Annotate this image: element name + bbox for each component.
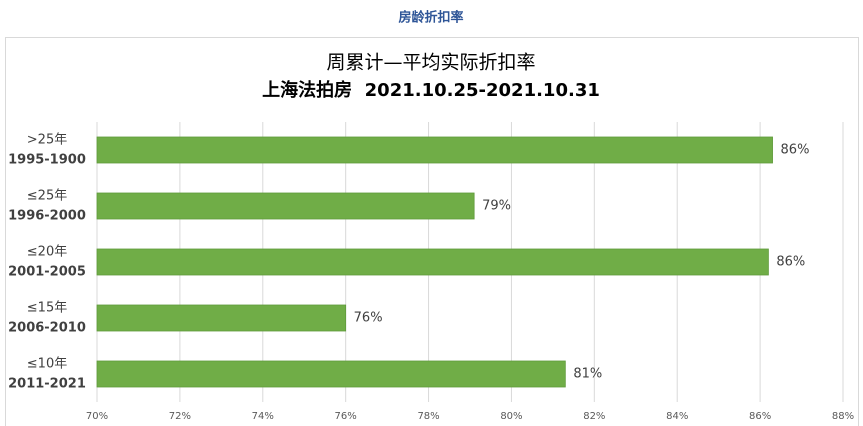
y-tick-label: >25年: [27, 133, 67, 148]
x-tick-label: 74%: [252, 411, 274, 422]
x-tick-label: 82%: [583, 411, 605, 422]
x-tick-label: 78%: [417, 411, 439, 422]
y-tick-label: 1995-1900: [8, 153, 86, 168]
bar: [96, 136, 773, 164]
y-tick-label: 2011-2021: [8, 377, 86, 392]
y-tick-label: ≤10年: [27, 357, 67, 372]
value-label: 81%: [573, 367, 602, 382]
y-tick-label: ≤25年: [27, 189, 67, 204]
chart-subtitle: 上海法拍房 2021.10.25-2021.10.31: [262, 79, 600, 101]
x-tick-label: 80%: [500, 411, 522, 422]
value-label: 86%: [776, 255, 805, 270]
bar: [96, 360, 566, 388]
y-tick-label: ≤20年: [27, 245, 67, 260]
value-label: 79%: [482, 199, 511, 214]
y-tick-label: ≤15年: [27, 301, 67, 316]
bar: [96, 304, 347, 332]
bar: [96, 192, 475, 220]
y-tick-label: 2001-2005: [8, 265, 86, 280]
bar: [96, 248, 769, 276]
x-tick-label: 70%: [86, 411, 108, 422]
x-tick-label: 84%: [666, 411, 688, 422]
value-label: 86%: [781, 143, 810, 158]
page-title: 房龄折扣率: [398, 10, 463, 26]
x-tick-label: 76%: [335, 411, 357, 422]
x-tick-label: 88%: [832, 411, 854, 422]
x-tick-label: 72%: [169, 411, 191, 422]
x-tick-label: 86%: [749, 411, 771, 422]
chart-title: 周累计—平均实际折扣率: [326, 52, 535, 74]
value-label: 76%: [354, 311, 383, 326]
y-tick-label: 1996-2000: [8, 209, 86, 224]
y-tick-label: 2006-2010: [8, 321, 86, 336]
